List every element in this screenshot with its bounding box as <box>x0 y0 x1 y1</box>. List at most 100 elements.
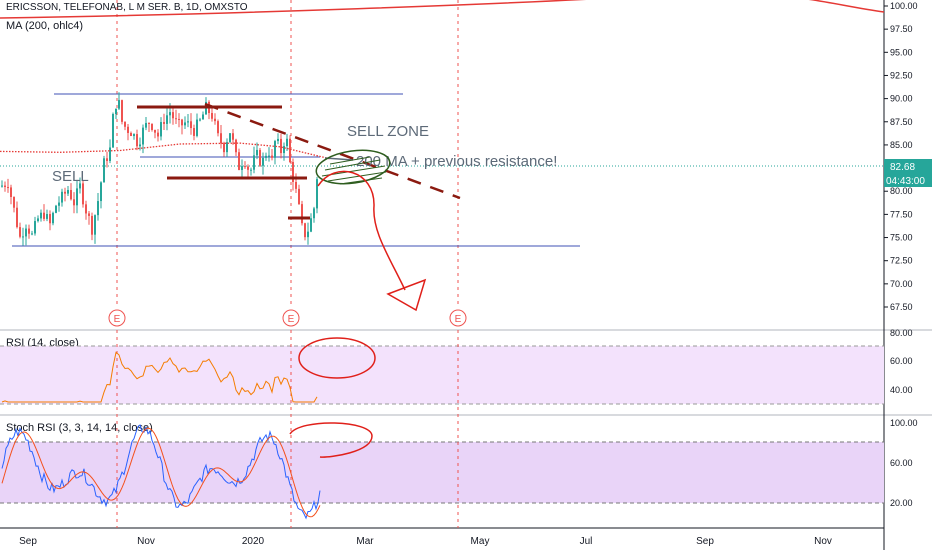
candle-body[interactable] <box>184 122 186 126</box>
candle-body[interactable] <box>217 121 219 134</box>
candle-body[interactable] <box>49 214 51 224</box>
time-axis[interactable]: Sep Nov 2020 Mar May Jul Sep Nov <box>19 536 832 547</box>
candle-body[interactable] <box>289 138 291 163</box>
candle-body[interactable] <box>223 143 225 153</box>
candle-body[interactable] <box>244 166 246 168</box>
downtrend-line[interactable] <box>204 102 461 200</box>
candle-body[interactable] <box>307 231 309 238</box>
candle-body[interactable] <box>91 215 93 235</box>
candle-body[interactable] <box>181 119 183 126</box>
candle-body[interactable] <box>250 169 252 171</box>
candle-body[interactable] <box>283 146 285 154</box>
candle-body[interactable] <box>106 158 108 161</box>
candle-body[interactable] <box>304 223 306 238</box>
sell-label[interactable]: SELL <box>52 168 89 185</box>
candle-body[interactable] <box>271 155 273 158</box>
candle-body[interactable] <box>76 188 78 206</box>
candle-body[interactable] <box>19 227 21 237</box>
stoch-circle[interactable] <box>289 422 373 458</box>
candle-body[interactable] <box>316 179 318 209</box>
last-price-badge[interactable]: 82.68 04:43:00 <box>884 159 932 187</box>
candle-body[interactable] <box>73 199 75 206</box>
candle-body[interactable] <box>121 100 123 122</box>
candle-body[interactable] <box>115 108 117 115</box>
earnings-marker[interactable]: E <box>282 309 300 327</box>
candle-body[interactable] <box>64 191 66 194</box>
ma-legend[interactable]: MA (200, ohlc4) <box>6 20 84 32</box>
candle-body[interactable] <box>214 118 216 122</box>
candle-body[interactable] <box>103 158 105 183</box>
candle-body[interactable] <box>43 212 45 219</box>
candle-body[interactable] <box>52 212 54 224</box>
candle-body[interactable] <box>268 155 270 157</box>
candle-body[interactable] <box>196 119 198 136</box>
candle-body[interactable] <box>241 166 243 170</box>
price-axis[interactable]: 100.0097.5095.0092.5090.0087.5085.0082.5… <box>884 1 918 312</box>
candle-body[interactable] <box>13 197 15 208</box>
candle-body[interactable] <box>175 118 177 120</box>
candle-body[interactable] <box>16 207 18 228</box>
candle-body[interactable] <box>130 132 132 137</box>
candle-body[interactable] <box>118 100 120 109</box>
candle-body[interactable] <box>178 118 180 120</box>
stoch-legend[interactable]: Stoch RSI (3, 3, 14, 14, close) <box>6 422 153 434</box>
rsi-circle[interactable] <box>298 337 376 379</box>
ma-200-line[interactable] <box>0 142 331 160</box>
candle-body[interactable] <box>220 133 222 144</box>
candle-body[interactable] <box>142 127 144 145</box>
candle-body[interactable] <box>109 147 111 161</box>
candle-body[interactable] <box>286 138 288 147</box>
candle-body[interactable] <box>55 205 57 213</box>
stoch-k-line[interactable] <box>1 424 321 520</box>
candle-body[interactable] <box>226 142 228 153</box>
candle-body[interactable] <box>139 144 141 147</box>
projection-arrow-head[interactable] <box>386 278 427 312</box>
candlestick-series[interactable] <box>1 92 318 246</box>
candle-body[interactable] <box>28 228 30 234</box>
candle-body[interactable] <box>70 190 72 200</box>
candle-body[interactable] <box>292 162 294 182</box>
rsi-axis[interactable]: 80.00 60.00 40.00 <box>890 328 913 395</box>
projection-arrow-stroke[interactable] <box>317 170 406 291</box>
candle-body[interactable] <box>277 138 279 142</box>
candle-body[interactable] <box>262 157 264 166</box>
candle-body[interactable] <box>145 122 147 128</box>
candle-body[interactable] <box>169 112 171 116</box>
candle-body[interactable] <box>7 187 9 189</box>
ma-note-label[interactable]: 200 MA + previous resistance! <box>356 153 557 170</box>
candle-body[interactable] <box>1 185 3 187</box>
candle-body[interactable] <box>94 215 96 235</box>
candle-body[interactable] <box>157 132 159 137</box>
candle-body[interactable] <box>133 134 135 137</box>
candle-body[interactable] <box>37 218 39 222</box>
candle-body[interactable] <box>265 155 267 158</box>
candle-body[interactable] <box>187 121 189 123</box>
candle-body[interactable] <box>85 204 87 214</box>
candle-body[interactable] <box>199 119 201 121</box>
candle-body[interactable] <box>202 114 204 120</box>
symbol-legend[interactable]: ERICSSON, TELEFONAB, L M SER. B, 1D, OMX… <box>6 2 248 13</box>
candle-body[interactable] <box>190 121 192 129</box>
candle-body[interactable] <box>61 191 63 203</box>
candle-body[interactable] <box>298 188 300 205</box>
candle-body[interactable] <box>97 201 99 216</box>
candle-body[interactable] <box>193 128 195 136</box>
candle-body[interactable] <box>88 213 90 216</box>
candle-body[interactable] <box>229 133 231 143</box>
candle-body[interactable] <box>163 122 165 124</box>
candle-body[interactable] <box>46 214 48 219</box>
candle-body[interactable] <box>22 236 24 238</box>
candle-body[interactable] <box>10 187 12 198</box>
candle-body[interactable] <box>211 113 213 119</box>
candle-body[interactable] <box>295 181 297 189</box>
candle-body[interactable] <box>256 149 258 156</box>
stoch-axis[interactable]: 100.00 60.00 20.00 <box>890 418 918 508</box>
candle-body[interactable] <box>100 182 102 202</box>
candle-body[interactable] <box>148 122 150 124</box>
candle-body[interactable] <box>25 228 27 237</box>
candle-body[interactable] <box>82 183 84 205</box>
stoch-d-line[interactable] <box>1 427 321 518</box>
sell-zone-label[interactable]: SELL ZONE <box>347 123 429 140</box>
candle-body[interactable] <box>259 149 261 166</box>
